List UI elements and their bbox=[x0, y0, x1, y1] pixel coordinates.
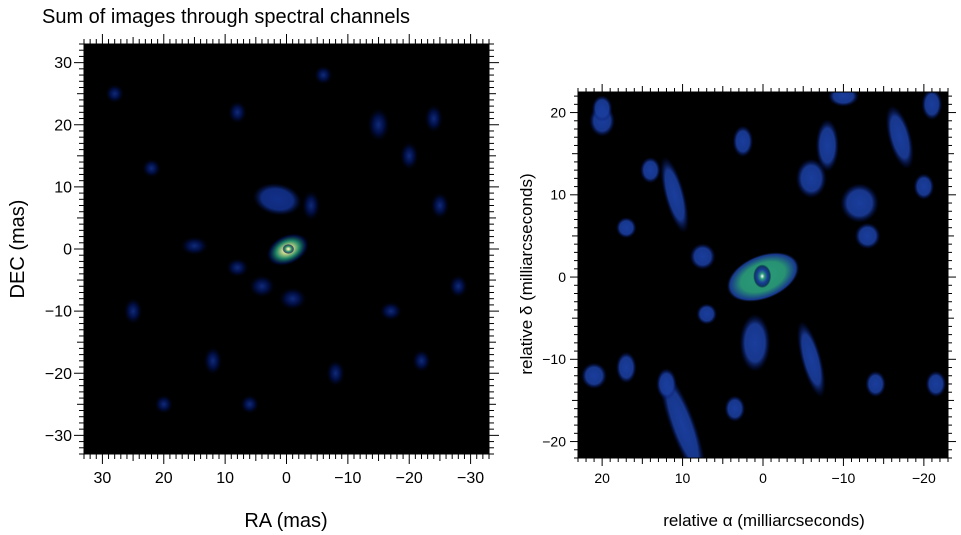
y-tick-label: −10 bbox=[45, 304, 72, 321]
x-tick-label: 20 bbox=[155, 470, 173, 487]
x-tick-label: 0 bbox=[282, 470, 291, 487]
x-tick-label: −10 bbox=[832, 470, 856, 486]
source-blob bbox=[423, 103, 444, 134]
source-blob bbox=[840, 183, 879, 223]
x-tick-label: 20 bbox=[594, 470, 610, 486]
source-blob bbox=[325, 359, 346, 388]
source-blob bbox=[179, 235, 210, 256]
source-blob bbox=[660, 156, 689, 234]
right-panel: 20 10 0 −10 −20 −20 −10 0 10 20 relative α (milli… bbox=[517, 84, 956, 530]
source-blob bbox=[615, 351, 637, 384]
x-tick-label: −10 bbox=[334, 470, 361, 487]
source-blob bbox=[885, 105, 914, 170]
source-blob bbox=[203, 345, 223, 376]
right-tick-marks bbox=[570, 84, 956, 466]
source-blob bbox=[827, 92, 859, 107]
left-tick-labels: 30 20 10 0 −10 −20 −30 −30 −20 −10 0 10 20 30 bbox=[45, 55, 484, 487]
source-blob bbox=[366, 106, 391, 143]
y-tick-label: 0 bbox=[63, 242, 72, 259]
y-tick-label: −30 bbox=[45, 428, 72, 445]
y-tick-label: −10 bbox=[542, 351, 566, 367]
right-x-axis-label: relative α (milliarcseconds) bbox=[663, 511, 865, 530]
source-blob bbox=[921, 92, 943, 121]
source-blob bbox=[248, 274, 276, 299]
source-blob bbox=[815, 119, 839, 172]
right-y-axis-label: relative δ (milliarcseconds) bbox=[517, 173, 536, 374]
left-chart-title: Sum of images through spectral channels bbox=[42, 6, 410, 28]
source-blob bbox=[277, 286, 308, 311]
y-tick-label: 10 bbox=[550, 187, 566, 203]
x-tick-label: −20 bbox=[396, 470, 423, 487]
source-blob bbox=[141, 158, 162, 179]
y-tick-label: 0 bbox=[558, 269, 566, 285]
source-blob bbox=[448, 274, 469, 299]
source-blob bbox=[640, 156, 661, 184]
x-tick-label: 10 bbox=[216, 470, 234, 487]
source-blob bbox=[239, 394, 260, 415]
left-heatmap bbox=[84, 44, 489, 454]
source-blob bbox=[797, 321, 826, 398]
x-tick-label: −20 bbox=[912, 470, 936, 486]
source-blob bbox=[913, 173, 935, 200]
right-heatmap bbox=[578, 92, 948, 458]
source-blob bbox=[399, 140, 420, 171]
y-tick-label: −20 bbox=[542, 433, 566, 449]
x-tick-label: 30 bbox=[94, 470, 112, 487]
source-blob bbox=[225, 257, 250, 278]
right-heatmap-sources bbox=[581, 92, 947, 458]
source-blob bbox=[379, 301, 403, 322]
source-blob bbox=[615, 217, 637, 239]
source-blob bbox=[732, 125, 754, 158]
source-blob bbox=[854, 222, 881, 250]
x-tick-label: 10 bbox=[675, 470, 691, 486]
y-tick-label: −20 bbox=[45, 366, 72, 383]
source-blob bbox=[104, 83, 125, 104]
y-tick-label: 20 bbox=[550, 104, 566, 120]
source-blob bbox=[739, 313, 771, 372]
source-blob bbox=[925, 370, 947, 398]
source-blob bbox=[252, 183, 302, 216]
source-blob bbox=[591, 95, 613, 122]
source-blob bbox=[430, 191, 450, 220]
source-blob bbox=[689, 243, 716, 270]
right-tick-labels: 20 10 0 −10 −20 −20 −10 0 10 20 bbox=[542, 104, 936, 486]
source-blob bbox=[753, 264, 772, 289]
source-blob bbox=[795, 158, 827, 199]
left-heatmap-sources bbox=[104, 65, 469, 415]
source-blob bbox=[301, 189, 321, 222]
x-tick-label: −30 bbox=[457, 470, 484, 487]
source-blob bbox=[696, 303, 717, 325]
left-x-axis-label: RA (mas) bbox=[244, 510, 327, 532]
source-blob bbox=[227, 100, 248, 125]
y-tick-label: 30 bbox=[54, 55, 72, 72]
source-blob bbox=[123, 297, 143, 326]
source-blob bbox=[656, 368, 677, 400]
source-blob bbox=[581, 362, 607, 389]
source-blob bbox=[865, 370, 886, 398]
y-tick-label: 10 bbox=[54, 179, 72, 196]
source-blob bbox=[153, 394, 174, 415]
y-tick-label: 20 bbox=[54, 117, 72, 134]
left-panel: Sum of images through spectral channels … bbox=[7, 6, 499, 532]
source-blob bbox=[411, 348, 432, 373]
source-blob bbox=[313, 65, 334, 85]
left-tick-marks bbox=[74, 34, 499, 464]
left-y-axis-label: DEC (mas) bbox=[7, 200, 29, 299]
source-blob bbox=[724, 395, 746, 422]
x-tick-label: 0 bbox=[759, 470, 767, 486]
source-blob bbox=[282, 244, 295, 254]
